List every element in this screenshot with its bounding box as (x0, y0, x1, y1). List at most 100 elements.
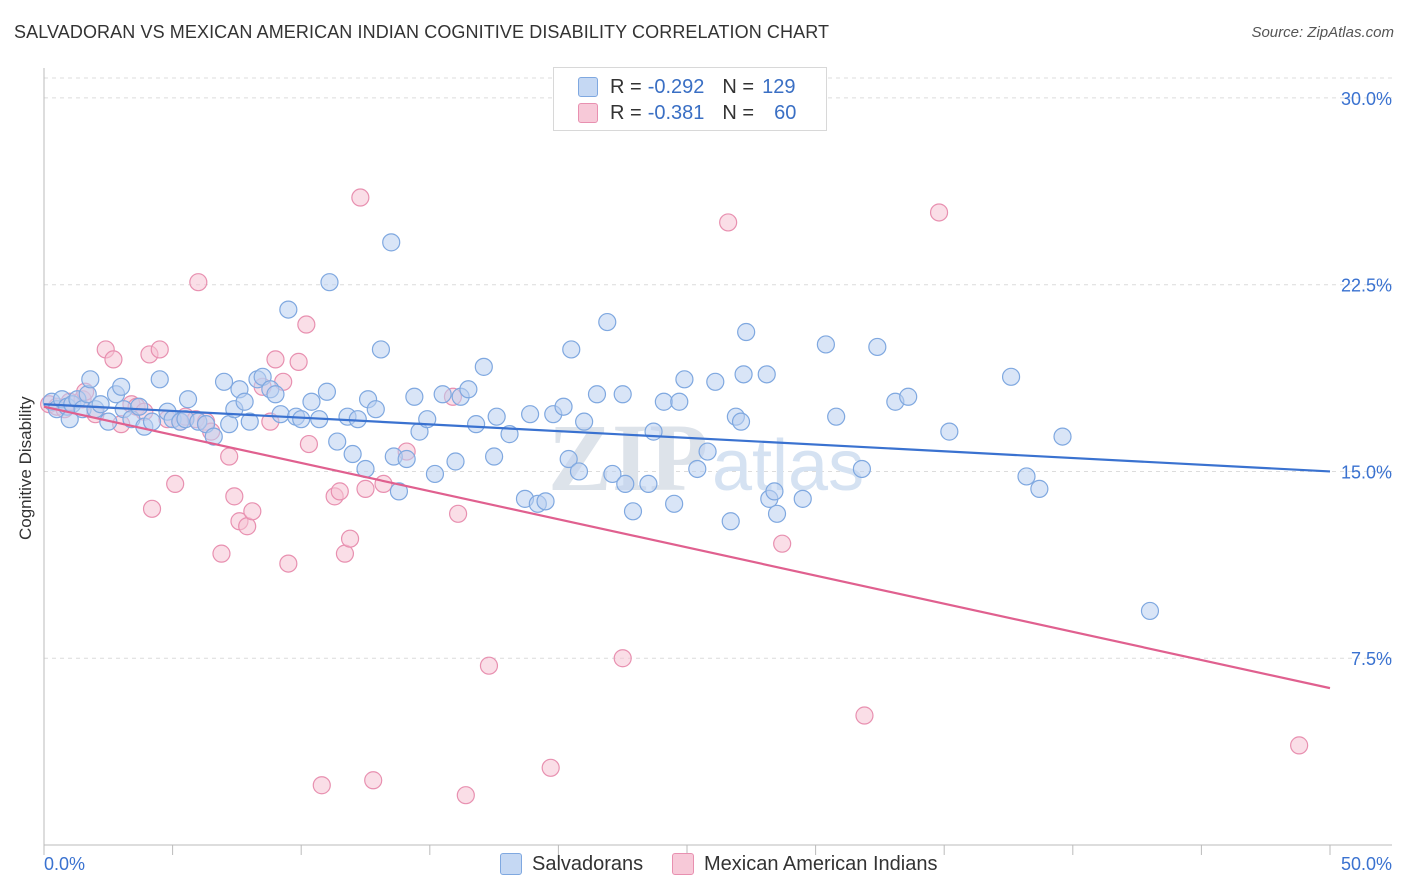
data-point (142, 412, 162, 431)
legend-swatch-blue (578, 77, 598, 97)
data-point (243, 502, 262, 521)
chart-title: SALVADORAN VS MEXICAN AMERICAN INDIAN CO… (14, 22, 830, 42)
data-point (474, 357, 493, 376)
data-point (382, 233, 401, 252)
data-point (271, 405, 290, 424)
data-point (855, 706, 874, 725)
data-point (448, 504, 468, 523)
legend-swatch-pink (578, 103, 598, 123)
legend-item-mexican-american-indians[interactable]: Mexican American Indians (672, 850, 937, 878)
data-point (81, 370, 100, 389)
data-point (317, 382, 337, 401)
trend-line (43, 405, 1331, 690)
x-tick-label: 0.0% (44, 854, 85, 874)
data-point (112, 377, 131, 396)
legend-r-label: R = (610, 101, 642, 124)
data-point (734, 365, 753, 384)
data-point (142, 499, 162, 518)
data-point (731, 412, 751, 431)
data-point (698, 442, 717, 461)
data-point (302, 392, 321, 411)
legend-row-mexican-american-indians: R = -0.381 N = 60 (578, 100, 796, 126)
data-point (616, 474, 635, 494)
data-point (487, 407, 506, 426)
data-point (1140, 601, 1160, 621)
series-salvadorans (42, 233, 1160, 621)
legend-label: Mexican American Indians (704, 852, 938, 875)
data-point (737, 322, 756, 342)
data-point (575, 412, 594, 431)
data-point (466, 415, 486, 434)
data-point (767, 504, 787, 523)
y-tick-label: 30.0% (1341, 89, 1392, 109)
trend-lines (43, 403, 1331, 690)
tick-labels: 7.5% 15.0% 22.5% 30.0% 0.0% 50.0% (44, 89, 1392, 874)
data-point (433, 385, 452, 404)
data-point (587, 385, 607, 404)
data-point (1053, 427, 1072, 446)
data-point (240, 412, 259, 431)
data-point (225, 487, 244, 506)
source-label: Source: ZipAtlas.com (1251, 24, 1394, 41)
data-point (665, 494, 684, 513)
legend-item-salvadorans[interactable]: Salvadorans (500, 850, 643, 878)
data-point (603, 464, 622, 484)
data-point (554, 397, 573, 416)
data-point (562, 340, 581, 359)
legend-label: Salvadorans (532, 852, 644, 875)
data-point (91, 395, 110, 414)
data-point (940, 422, 959, 441)
data-point (446, 452, 465, 471)
data-point (1030, 479, 1049, 498)
data-point (670, 392, 689, 411)
data-point (220, 447, 239, 466)
series-legend: Salvadorans Mexican American Indians (0, 850, 1406, 878)
data-point (613, 385, 632, 404)
data-point (719, 213, 738, 232)
data-point (292, 410, 311, 429)
data-point (351, 188, 370, 207)
data-point (389, 482, 409, 501)
data-point (348, 410, 367, 429)
data-point (675, 370, 694, 389)
data-point (189, 273, 208, 292)
data-point (773, 534, 792, 553)
data-point (130, 397, 149, 416)
data-point (150, 340, 169, 359)
axes (43, 68, 1392, 855)
data-point (212, 544, 231, 563)
data-point (765, 482, 784, 501)
data-point (356, 479, 375, 498)
legend-n-label: N = (722, 101, 755, 124)
data-point (328, 432, 347, 451)
data-point (312, 776, 331, 795)
data-point (279, 300, 298, 319)
data-point (1290, 736, 1309, 755)
data-point (297, 315, 316, 334)
data-point (299, 434, 319, 454)
data-point (479, 656, 499, 675)
data-point (541, 758, 560, 777)
stats-legend: R = -0.292 N = 129 R = -0.381 N = 60 (553, 67, 827, 131)
data-point (623, 502, 643, 521)
data-point (330, 482, 349, 501)
data-point (688, 459, 707, 479)
data-point (654, 392, 673, 411)
trend-line (43, 403, 1331, 473)
data-point (521, 405, 540, 424)
legend-r-label: R = (610, 75, 642, 98)
legend-swatch-blue (500, 853, 522, 875)
data-point (613, 649, 632, 668)
data-point (485, 447, 504, 466)
legend-r-value: -0.381 (647, 101, 705, 124)
legend-r-value: -0.292 (647, 75, 705, 98)
data-point (793, 489, 812, 508)
data-point (204, 427, 223, 446)
data-point (1001, 367, 1021, 386)
data-point (639, 474, 658, 494)
data-point (816, 335, 835, 354)
data-point (371, 340, 391, 359)
data-point (150, 370, 169, 389)
data-point (214, 372, 234, 391)
data-point (235, 392, 254, 411)
